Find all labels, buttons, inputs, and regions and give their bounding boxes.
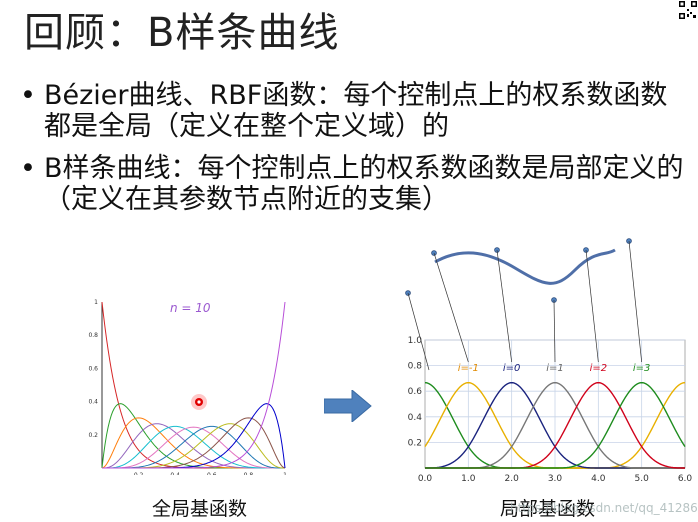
x-tick-label: 5.0	[635, 474, 650, 484]
series-label: i=0	[503, 363, 521, 374]
series-line	[425, 381, 686, 469]
series-line	[102, 301, 286, 469]
y-tick-label: 0.8	[88, 332, 98, 339]
y-tick-label: 1.0	[408, 336, 423, 346]
local-basis-chart: 0.0 1.0 2.0 3.0 4.0 5.0 6.0 0.2 0.4 0.6 0.8 1.0 i=-1…	[405, 238, 693, 484]
y-tick-label: 0.2	[88, 432, 98, 439]
y-tick-label: 0.4	[408, 413, 423, 423]
annotation-label: n = 10	[170, 301, 211, 315]
control-curve	[434, 248, 616, 285]
caption-global-basis: 全局基函数	[152, 498, 248, 520]
y-tick-label: 0.6	[408, 387, 423, 397]
x-tick-label: 0.4	[170, 472, 180, 475]
y-tick-label: 0.4	[88, 399, 98, 406]
x-tick-label: 0.2	[134, 472, 144, 475]
bullet-dot: •	[20, 153, 36, 184]
series-label: i=1	[546, 363, 564, 374]
bullet-item: • B样条曲线：每个控制点上的权系数函数是局部定义的（定义在其参数节点附近的支集…	[14, 153, 694, 215]
series-line	[102, 426, 285, 469]
slide-title: 回顾：B样条曲线	[24, 10, 340, 56]
bullet-dot: •	[20, 80, 36, 111]
connector-line	[553, 299, 556, 363]
connector-line	[496, 249, 513, 363]
x-tick-label: 2.0	[505, 474, 520, 484]
x-tick-label: 1	[283, 472, 287, 475]
series-label: i=-1	[458, 363, 479, 374]
connector-line	[407, 292, 430, 371]
x-tick-label: 6.0	[678, 474, 693, 484]
x-tick-label: 0.0	[418, 474, 433, 484]
x-tick-label: 4.0	[591, 474, 606, 484]
laser-pointer-icon	[191, 394, 207, 410]
y-tick-label: 1	[94, 299, 98, 306]
series-label: i=2	[590, 363, 608, 374]
x-tick-label: 0.8	[244, 472, 254, 475]
connector-line	[628, 240, 643, 363]
qr-code-icon	[678, 0, 698, 20]
series-label: i=3	[633, 363, 651, 374]
right-arrow-icon	[324, 390, 372, 422]
x-tick-label: 3.0	[548, 474, 563, 484]
y-tick-label: 0.8	[408, 362, 423, 372]
global-basis-chart: 0.2 0.4 0.6 0.8 1 0.2 0.4 0.6 0.8 1 n = 10	[88, 299, 287, 475]
bullet-text: B样条曲线：每个控制点上的权系数函数是局部定义的（定义在其参数节点附近的支集）	[44, 153, 684, 215]
watermark: https://blog.csdn.net/qq_41286360	[510, 501, 698, 515]
y-tick-label: 0.6	[88, 365, 98, 372]
series-line	[102, 417, 286, 469]
caption-local-basis: 局部基函数	[500, 498, 596, 520]
x-tick-label: 0.6	[207, 472, 217, 475]
connector-line	[585, 249, 599, 363]
x-tick-label: 1.0	[461, 474, 476, 484]
bullet-text: Bézier曲线、RBF函数：每个控制点上的权系数函数都是全局（定义在整个定义域…	[44, 80, 668, 142]
connector-line	[433, 252, 469, 363]
bullet-item: • Bézier曲线、RBF函数：每个控制点上的权系数函数都是全局（定义在整个定…	[14, 80, 694, 142]
bullet-list: • Bézier曲线、RBF函数：每个控制点上的权系数函数都是全局（定义在整个定…	[14, 80, 694, 226]
y-tick-label: 0.2	[408, 438, 422, 448]
series-line	[101, 301, 285, 469]
